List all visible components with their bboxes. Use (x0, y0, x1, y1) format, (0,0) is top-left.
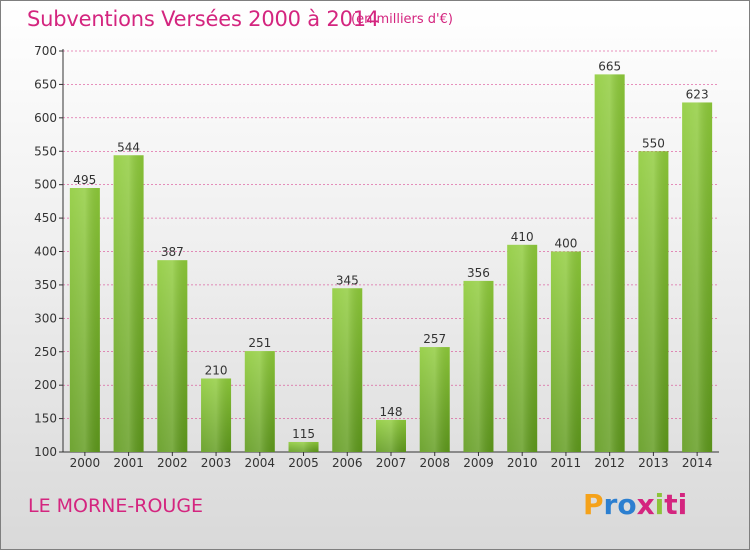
x-tick-label: 2013 (638, 456, 669, 470)
y-tick-label: 100 (34, 445, 57, 459)
x-tick-label: 2009 (463, 456, 494, 470)
bar-value-label: 387 (161, 245, 184, 259)
x-tick-label: 2003 (201, 456, 232, 470)
bar-highlight (332, 288, 363, 452)
chart-subtitle: (en milliers d'€) (351, 12, 453, 27)
y-tick-label: 500 (34, 178, 57, 192)
bar-highlight (682, 102, 713, 452)
bars-layer (69, 74, 713, 453)
bar-highlight (244, 351, 275, 452)
x-tick-label: 2014 (682, 456, 713, 470)
x-tick-label: 2001 (113, 456, 144, 470)
bar-value-label: 257 (423, 332, 446, 346)
x-tick-label: 2010 (507, 456, 538, 470)
bar-highlight (69, 188, 100, 452)
bar-value-label: 210 (205, 363, 228, 377)
x-tick-label: 2006 (332, 456, 363, 470)
y-tick-label: 300 (34, 311, 57, 325)
bar-highlight (157, 260, 188, 452)
logo-letter: ti (664, 488, 688, 521)
logo-letter: x (636, 488, 655, 521)
x-tick-label: 2004 (245, 456, 276, 470)
x-tick-label: 2011 (551, 456, 582, 470)
y-tick-label: 550 (34, 144, 57, 158)
bar-highlight (463, 280, 494, 452)
bar-value-label: 495 (73, 173, 96, 187)
bar-highlight (113, 155, 144, 452)
bar-highlight (419, 347, 450, 452)
bar-value-label: 251 (248, 336, 271, 350)
x-tick-label: 2002 (157, 456, 188, 470)
y-tick-label: 350 (34, 278, 57, 292)
x-tick-label: 2000 (70, 456, 101, 470)
x-tick-label: 2012 (594, 456, 625, 470)
x-tick-label: 2005 (288, 456, 319, 470)
bar-value-label: 115 (292, 427, 315, 441)
logo-letter: o (617, 488, 637, 521)
commune-name: LE MORNE-ROUGE (28, 495, 204, 517)
bar-highlight (376, 419, 406, 452)
bar-highlight (201, 378, 232, 452)
y-tick-label: 700 (34, 44, 57, 58)
bar-value-label: 345 (336, 273, 359, 287)
logo-letter: P (583, 488, 604, 521)
bar-highlight (507, 244, 538, 452)
proxiti-logo: Proxiti (583, 488, 687, 521)
y-tick-label: 200 (34, 378, 57, 392)
bar-value-label: 148 (380, 405, 403, 419)
y-tick-label: 650 (34, 77, 57, 91)
y-tick-label: 600 (34, 111, 57, 125)
logo-letter: i (654, 488, 665, 521)
logo-letter: r (603, 488, 618, 521)
axis-layer: 100 150 200 250 300 350 400 450 500 550 600 650 700 2… (34, 44, 719, 470)
bar-value-label: 550 (642, 136, 665, 150)
bar-value-label: 356 (467, 266, 490, 280)
bar-value-label: 623 (686, 87, 709, 101)
bar-value-label: 400 (554, 237, 577, 251)
y-tick-label: 250 (34, 345, 57, 359)
bar-highlight (638, 151, 669, 452)
labels-layer: 495 544 387 210 251 115 345 148 257 356 410 400 665 5… (73, 59, 708, 441)
x-tick-label: 2007 (376, 456, 407, 470)
bar-value-label: 544 (117, 140, 140, 154)
y-tick-label: 150 (34, 412, 57, 426)
bar-highlight (550, 251, 581, 452)
y-tick-label: 400 (34, 245, 57, 259)
x-tick-label: 2008 (419, 456, 450, 470)
bar-highlight (594, 74, 625, 453)
y-tick-label: 450 (34, 211, 57, 225)
chart-title: Subventions Versées 2000 à 2014 (27, 7, 380, 31)
bar-highlight (288, 441, 319, 452)
bar-value-label: 410 (511, 230, 534, 244)
bar-value-label: 665 (598, 59, 621, 73)
